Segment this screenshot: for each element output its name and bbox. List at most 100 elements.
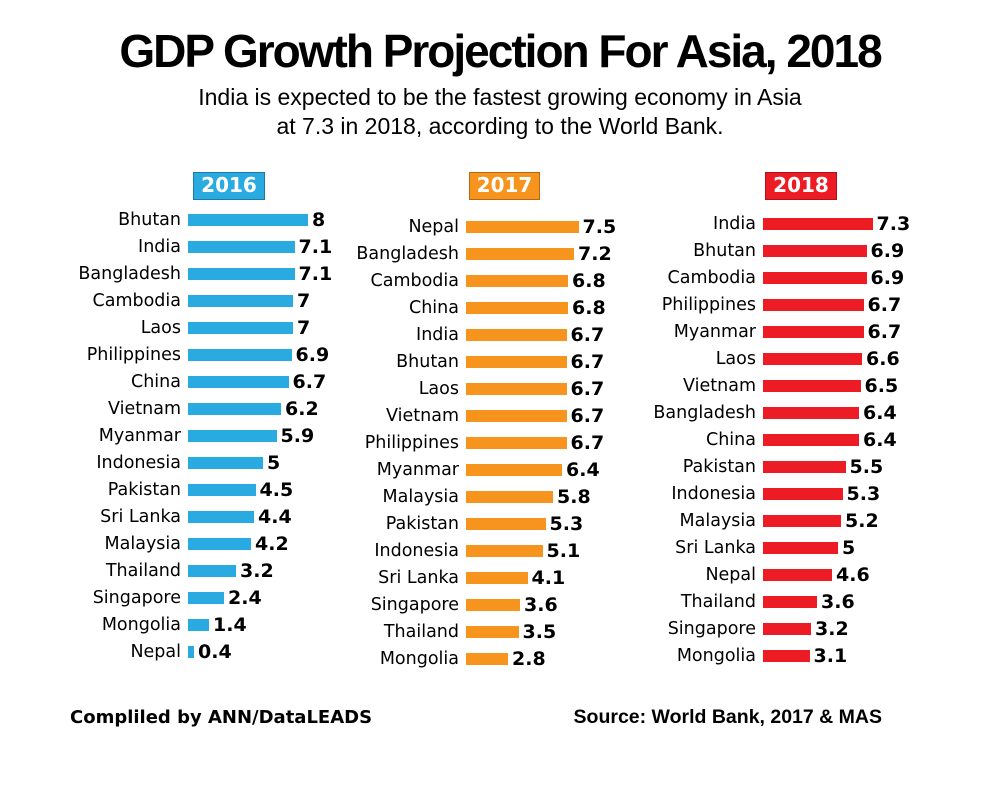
bar-row: Malaysia 4.2 xyxy=(55,530,333,557)
chart-column-2018: 2018 India 7.3 Bhutan 6.9 Cambodia 6.9 Philipp… xyxy=(630,172,930,672)
country-label: Singapore xyxy=(667,618,756,639)
value-label: 5.3 xyxy=(846,482,881,505)
bar-row: Cambodia 6.9 xyxy=(630,264,930,291)
value-label: 2.4 xyxy=(228,586,262,609)
bar-row: Nepal 0.4 xyxy=(55,638,333,665)
bar xyxy=(188,618,209,631)
bar xyxy=(763,271,867,284)
country-label: Malaysia xyxy=(382,486,459,507)
bar-row: Nepal 4.6 xyxy=(630,561,930,588)
country-label: Malaysia xyxy=(679,510,756,531)
bar-row: Indonesia 5 xyxy=(55,449,333,476)
footer: Compliled by ANN/DataLEADS Source: World… xyxy=(0,706,1000,729)
bar-row: India 7.3 xyxy=(630,210,930,237)
bar-row: Philippines 6.9 xyxy=(55,341,333,368)
bar xyxy=(763,568,832,581)
country-label: Pakistan xyxy=(682,456,756,477)
country-label: Philippines xyxy=(661,294,756,315)
value-label: 6.7 xyxy=(292,370,327,393)
bar-row: Mongolia 2.8 xyxy=(333,645,630,672)
country-label: Malaysia xyxy=(104,533,181,554)
value-label: 0.4 xyxy=(198,640,232,663)
source-credit: Source: World Bank, 2017 & MAS xyxy=(573,706,882,729)
bar xyxy=(763,217,873,230)
country-label: Indonesia xyxy=(374,540,459,561)
bar-row: Cambodia 7 xyxy=(55,287,333,314)
bar xyxy=(188,483,256,496)
bar-row: Laos 7 xyxy=(55,314,333,341)
country-label: Thailand xyxy=(383,621,459,642)
value-label: 6.9 xyxy=(295,343,330,366)
subtitle-line-1: India is expected to be the fastest grow… xyxy=(198,83,802,110)
year-badge-wrap: 2016 xyxy=(55,172,333,201)
value-label: 5.5 xyxy=(849,455,884,478)
bar-row: Singapore 3.6 xyxy=(333,591,630,618)
bar xyxy=(763,325,864,338)
value-label: 6.8 xyxy=(572,269,606,292)
country-label: Mongolia xyxy=(676,645,756,666)
bar-row: Sri Lanka 4.4 xyxy=(55,503,333,530)
bar xyxy=(466,625,519,638)
bar xyxy=(763,352,862,365)
country-label: Thailand xyxy=(105,560,181,581)
value-label: 6.9 xyxy=(870,239,905,262)
bar xyxy=(188,348,292,361)
bar-row: Pakistan 5.5 xyxy=(630,453,930,480)
country-label: Myanmar xyxy=(98,425,181,446)
bar xyxy=(466,355,567,368)
value-label: 7.3 xyxy=(876,212,911,235)
bar xyxy=(466,247,574,260)
bar xyxy=(763,541,838,554)
bar xyxy=(188,429,277,442)
country-label: Singapore xyxy=(92,587,181,608)
country-label: China xyxy=(409,297,459,318)
bar-row: Myanmar 5.9 xyxy=(55,422,333,449)
bar xyxy=(763,379,861,392)
bar-row: Pakistan 4.5 xyxy=(55,476,333,503)
value-label: 4.1 xyxy=(531,566,566,589)
bar-row: Bangladesh 7.1 xyxy=(55,260,333,287)
country-label: Philippines xyxy=(364,432,459,453)
bar-row: Pakistan 5.3 xyxy=(333,510,630,537)
bar xyxy=(763,244,867,257)
country-label: Nepal xyxy=(705,564,756,585)
value-label: 5.3 xyxy=(549,512,584,535)
bar-chart-2018: India 7.3 Bhutan 6.9 Cambodia 6.9 Philippines 6… xyxy=(630,210,930,669)
bar-row: Bangladesh 6.4 xyxy=(630,399,930,426)
value-label: 7.1 xyxy=(298,262,333,285)
value-label: 3.2 xyxy=(815,617,849,640)
country-label: China xyxy=(131,371,181,392)
country-label: Thailand xyxy=(680,591,756,612)
bar xyxy=(188,294,293,307)
bar-row: Mongolia 1.4 xyxy=(55,611,333,638)
bar xyxy=(188,321,293,334)
value-label: 5.9 xyxy=(280,424,315,447)
value-label: 8 xyxy=(312,208,326,231)
bar xyxy=(763,487,843,500)
bar xyxy=(188,510,254,523)
value-label: 3.6 xyxy=(524,593,558,616)
bar-row: Thailand 3.2 xyxy=(55,557,333,584)
value-label: 6.5 xyxy=(864,374,899,397)
value-label: 3.2 xyxy=(240,559,274,582)
bar xyxy=(188,591,224,604)
value-label: 4.2 xyxy=(255,532,289,555)
bar-row: Bhutan 8 xyxy=(55,206,333,233)
value-label: 6.4 xyxy=(566,458,600,481)
bar-row: China 6.4 xyxy=(630,426,930,453)
bar-row: Bhutan 6.7 xyxy=(333,348,630,375)
country-label: Bangladesh xyxy=(653,402,756,423)
bar-row: Sri Lanka 5 xyxy=(630,534,930,561)
country-label: Singapore xyxy=(370,594,459,615)
bar xyxy=(466,436,567,449)
bar xyxy=(466,598,520,611)
bar xyxy=(188,564,236,577)
year-badge-2017: 2017 xyxy=(468,172,541,201)
value-label: 6.7 xyxy=(570,377,605,400)
bar xyxy=(466,301,568,314)
chart-column-2017: 2017 Nepal 7.5 Bangladesh 7.2 Cambodia 6.8 Chi… xyxy=(333,172,630,672)
value-label: 6.6 xyxy=(866,347,900,370)
bar xyxy=(466,274,568,287)
bar-row: Laos 6.7 xyxy=(333,375,630,402)
value-label: 6.7 xyxy=(867,320,902,343)
